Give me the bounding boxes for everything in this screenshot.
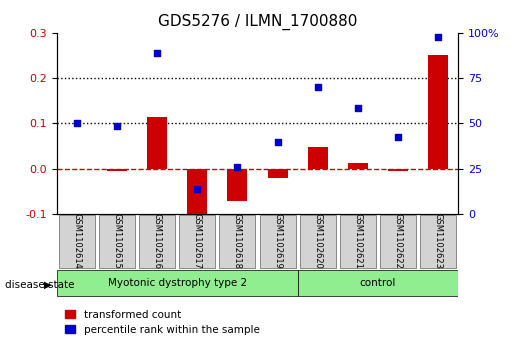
FancyBboxPatch shape xyxy=(260,215,296,268)
Bar xyxy=(428,55,448,169)
Point xyxy=(193,186,201,192)
FancyBboxPatch shape xyxy=(219,215,255,268)
Text: GSM1102622: GSM1102622 xyxy=(393,213,403,269)
Point xyxy=(434,34,442,40)
Point xyxy=(354,106,362,111)
Bar xyxy=(147,117,167,169)
FancyBboxPatch shape xyxy=(420,215,456,268)
Text: GSM1102617: GSM1102617 xyxy=(193,213,202,269)
Text: disease state: disease state xyxy=(5,280,75,290)
Bar xyxy=(107,169,127,171)
Text: ▶: ▶ xyxy=(44,280,51,290)
FancyBboxPatch shape xyxy=(340,215,376,268)
FancyBboxPatch shape xyxy=(380,215,416,268)
Text: GSM1102616: GSM1102616 xyxy=(152,213,162,269)
Bar xyxy=(268,169,287,178)
Bar xyxy=(228,169,248,200)
Text: GSM1102619: GSM1102619 xyxy=(273,213,282,269)
Text: GSM1102618: GSM1102618 xyxy=(233,213,242,269)
FancyBboxPatch shape xyxy=(300,215,336,268)
FancyBboxPatch shape xyxy=(57,270,298,296)
Title: GDS5276 / ILMN_1700880: GDS5276 / ILMN_1700880 xyxy=(158,14,357,30)
Text: GSM1102620: GSM1102620 xyxy=(313,213,322,269)
FancyBboxPatch shape xyxy=(99,215,135,268)
Text: control: control xyxy=(360,278,396,288)
Legend: transformed count, percentile rank within the sample: transformed count, percentile rank withi… xyxy=(62,306,263,338)
FancyBboxPatch shape xyxy=(179,215,215,268)
Point xyxy=(233,164,242,170)
Bar xyxy=(187,169,208,221)
Point xyxy=(113,123,121,129)
Point xyxy=(394,134,402,140)
Point xyxy=(153,50,161,56)
Bar xyxy=(388,169,408,171)
Point xyxy=(73,121,81,126)
Text: GSM1102615: GSM1102615 xyxy=(112,213,122,269)
FancyBboxPatch shape xyxy=(298,270,458,296)
Point xyxy=(273,139,282,144)
Text: GSM1102614: GSM1102614 xyxy=(72,213,81,269)
Point xyxy=(314,84,322,90)
Bar xyxy=(308,147,328,169)
FancyBboxPatch shape xyxy=(139,215,175,268)
Text: GSM1102621: GSM1102621 xyxy=(353,213,363,269)
FancyBboxPatch shape xyxy=(59,215,95,268)
Text: Myotonic dystrophy type 2: Myotonic dystrophy type 2 xyxy=(108,278,247,288)
Text: GSM1102623: GSM1102623 xyxy=(434,213,443,269)
Bar xyxy=(348,163,368,169)
